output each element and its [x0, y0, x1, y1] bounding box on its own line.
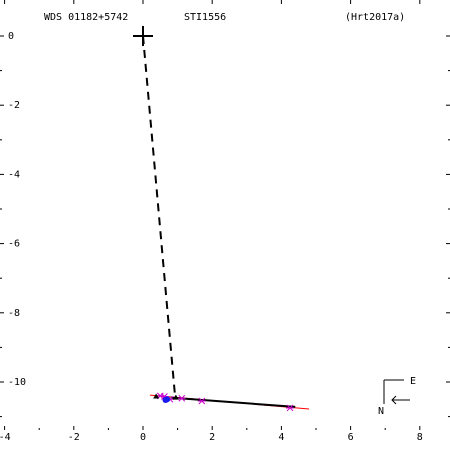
compass-arrow-head: [391, 395, 397, 405]
x-tick-label: 2: [209, 432, 215, 443]
header-reference: (Hrt2017a): [345, 12, 405, 23]
compass-east-label: E: [410, 376, 416, 387]
connector-line: [142, 35, 177, 398]
x-tick-label: 4: [278, 432, 284, 443]
x-tick-label: 0: [140, 432, 146, 443]
y-tick-label: -6: [8, 239, 20, 250]
x-tick-label: -4: [0, 432, 11, 443]
y-tick-label: -10: [8, 377, 26, 388]
fit-line: [170, 396, 296, 408]
observation-dot: [162, 396, 169, 403]
y-tick-label: -8: [8, 308, 20, 319]
compass-north-label: N: [378, 406, 384, 417]
x-tick-label: 8: [417, 432, 423, 443]
observation-triangle: [153, 393, 160, 399]
header-wds-id: WDS 01182+5742: [44, 12, 128, 23]
y-tick-label: 0: [8, 31, 14, 42]
y-tick-label: -4: [8, 169, 20, 180]
observation-triangle: [172, 394, 179, 400]
x-tick-label: -2: [68, 432, 80, 443]
x-tick-label: 6: [348, 432, 354, 443]
header-discoverer: STI1556: [184, 12, 226, 23]
y-tick-label: -2: [8, 100, 20, 111]
